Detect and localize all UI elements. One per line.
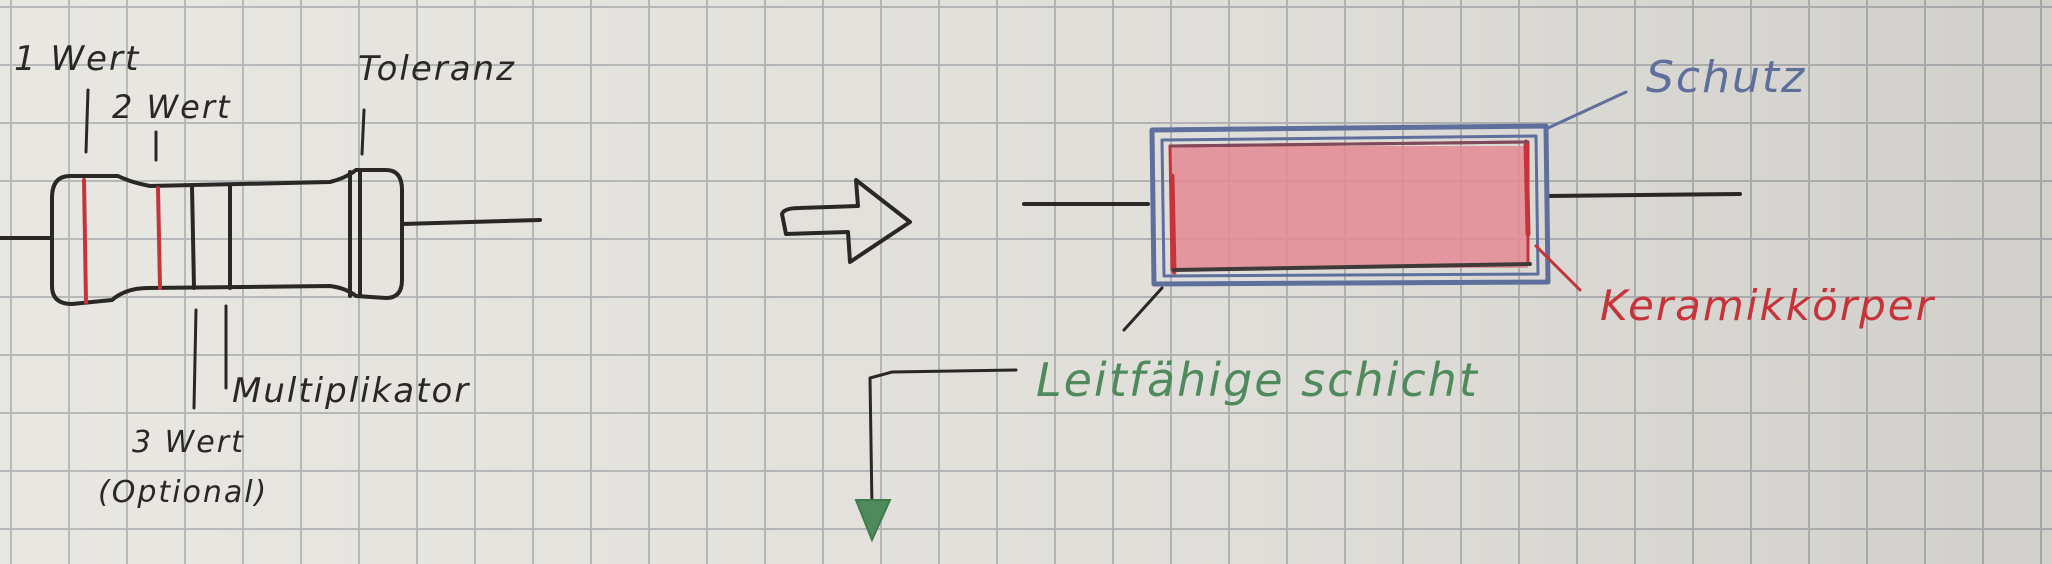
label-schutz: Schutz: [1646, 52, 1806, 103]
pointer-keramik: [1534, 244, 1582, 292]
label-pointers-left: [84, 88, 366, 410]
leitfaehig-cap-left: [1169, 173, 1177, 275]
schutz-layer-inner: [1160, 134, 1540, 278]
band-1-red: [82, 178, 88, 304]
labels-left: 1 Wert 2 Wert Toleranz Multiplikator 3 W…: [14, 39, 516, 510]
leitfaehig-down-arrow: [868, 368, 1018, 510]
band-3: [190, 184, 196, 290]
label-wert1: 1 Wert: [14, 39, 140, 79]
keramik-body-fill: [1172, 146, 1528, 268]
schutz-layer-outer: [1149, 123, 1551, 287]
pointer-schutz: [1546, 90, 1628, 130]
transition-arrow-icon: [780, 178, 912, 264]
label-keramikkoerper: Keramikkörper: [1600, 281, 1936, 330]
band-2-red: [156, 186, 162, 290]
label-wert2: 2 Wert: [112, 88, 232, 126]
label-leitfaehige-schicht: Leitfähige schicht: [1036, 353, 1479, 407]
label-wert3: 3 Wert: [132, 425, 245, 460]
pointer-leitfaehig: [1122, 286, 1164, 332]
leitfaehig-cap-right: [1523, 139, 1531, 237]
pointer-wert1: [84, 88, 90, 154]
resistor-lead-right: [400, 218, 542, 226]
resistor-bands: [82, 170, 362, 304]
label-toleranz: Toleranz: [358, 49, 516, 89]
section-lead-right: [1546, 192, 1742, 198]
leitfaehig-edge-top: [1168, 140, 1530, 148]
pointer-wert3: [192, 308, 198, 410]
down-arrow-head-icon: [854, 499, 892, 543]
banded-resistor: [0, 168, 542, 306]
resistor-cross-section: [854, 90, 1742, 543]
resistor-body-outline: [50, 168, 404, 306]
label-wert3-optional: (Optional): [98, 475, 268, 510]
leitfaehig-edge-bottom: [1172, 262, 1532, 272]
pointer-toleranz: [360, 108, 366, 156]
label-multiplikator: Multiplikator: [232, 371, 470, 411]
